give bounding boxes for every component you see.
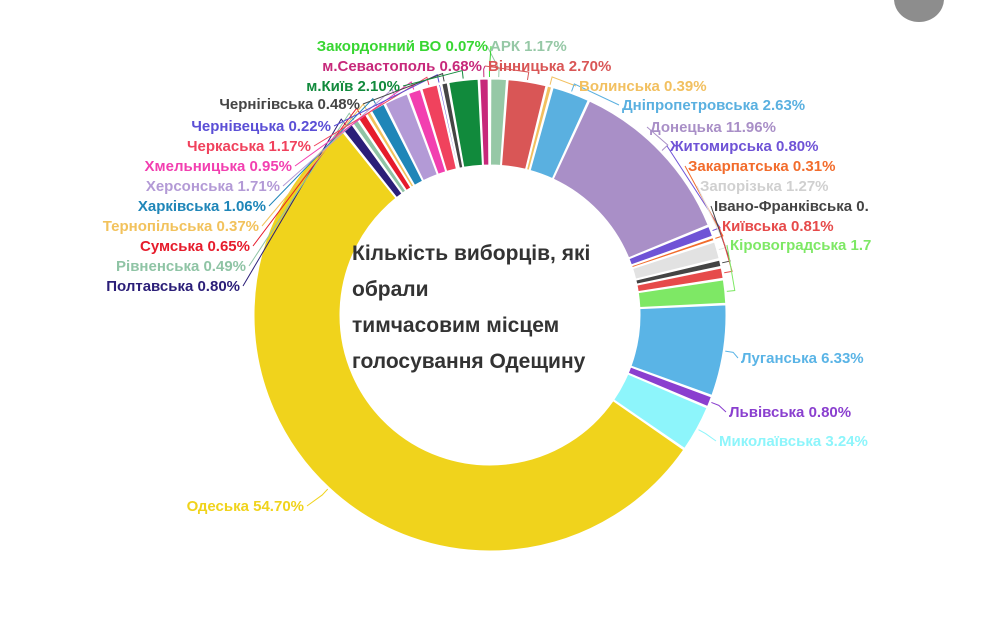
leader-line-черкаська [313, 76, 430, 147]
label-м-київ: м.Київ 2.10% [306, 78, 400, 95]
label-сумська: Сумська 0.65% [140, 238, 250, 255]
leader-line-вінницька [484, 65, 530, 81]
slice-закарпатська[interactable] [631, 236, 715, 269]
label-івано-франківська: Івано-Франківська 0. [714, 198, 869, 215]
label-дніпропетровська: Дніпропетровська 2.63% [622, 97, 805, 114]
label-херсонська: Херсонська 1.71% [146, 178, 280, 195]
leader-line-чернівецька [333, 73, 440, 127]
leader-line-м-севастополь [483, 65, 486, 78]
label-житомирська: Житомирська 0.80% [669, 138, 818, 155]
leader-line-львівська [711, 401, 727, 413]
slice-львівська[interactable] [627, 366, 712, 408]
slice-чернігівська[interactable] [441, 82, 464, 169]
label-харківська: Харківська 1.06% [138, 198, 266, 215]
label-тернопільська: Тернопільська 0.37% [103, 218, 259, 235]
label-київська: Київська 0.81% [722, 218, 834, 235]
leader-line-донецька [646, 126, 669, 151]
leader-line-чернігівська [362, 72, 445, 105]
leader-line-київська [718, 225, 733, 274]
slice-кіровоградська[interactable] [637, 279, 727, 309]
leader-line-м-київ [402, 69, 464, 87]
leader-line-закарпатська [684, 165, 724, 239]
label-запорізька: Запорізька 1.27% [700, 178, 829, 195]
slice-м-київ[interactable] [448, 78, 483, 168]
label-полтавська: Полтавська 0.80% [106, 278, 240, 295]
label-хмельницька: Хмельницька 0.95% [145, 158, 292, 175]
slice-волинська[interactable] [525, 85, 553, 171]
label-закордонний-во: Закордонний ВО 0.07% [317, 38, 488, 55]
label-вінницька: Вінницька 2.70% [488, 58, 611, 75]
slice-черкаська[interactable] [421, 84, 457, 173]
slice-київська[interactable] [636, 267, 724, 293]
label-миколаївська: Миколаївська 3.24% [719, 433, 868, 450]
chart-title-line-3: тимчасовим місцем [352, 314, 560, 337]
label-рівненська: Рівненська 0.49% [116, 258, 246, 275]
slice-полтавська[interactable] [342, 123, 403, 199]
label-львівська: Львівська 0.80% [729, 404, 851, 421]
label-арк: АРК 1.17% [490, 38, 567, 55]
leader-line-полтавська [242, 118, 347, 287]
label-м-севастополь: м.Севастополь 0.68% [322, 58, 482, 75]
leader-line-запорізька [696, 185, 728, 251]
slice-дніпропетровська[interactable] [529, 86, 589, 180]
leader-line-одеська [306, 488, 329, 507]
slice-запорізька[interactable] [632, 241, 720, 280]
slice-івано-франківська[interactable] [635, 259, 722, 285]
label-волинська: Волинська 0.39% [579, 78, 707, 95]
chart-title-line-1: Кількість виборців, які [352, 242, 591, 265]
slice-м-севастополь[interactable] [479, 78, 490, 166]
chart-title-line-4: голосування Одещину [352, 350, 586, 373]
leader-line-миколаївська [698, 429, 717, 442]
slice-вінницька[interactable] [500, 79, 547, 170]
slice-арк[interactable] [490, 78, 508, 166]
label-донецька: Донецька 11.96% [650, 119, 776, 136]
leader-line-харківська [268, 97, 378, 207]
leader-lines [242, 45, 739, 507]
label-закарпатська: Закарпатська 0.31% [688, 158, 835, 175]
leader-line-кіровоградська [726, 244, 736, 292]
label-чернігівська: Чернігівська 0.48% [219, 96, 360, 113]
slices [253, 78, 727, 552]
leader-line-дніпропетровська [571, 83, 620, 106]
slice-донецька[interactable] [552, 100, 709, 259]
chart-title: Кількість виборців, які обрали тимчасови… [352, 236, 642, 380]
slice-хмельницька[interactable] [407, 88, 447, 175]
label-луганська: Луганська 6.33% [741, 350, 864, 367]
leader-line-луганська [725, 350, 739, 359]
label-кіровоградська: Кіровоградська 1.7 [730, 237, 871, 254]
slice-херсонська[interactable] [384, 93, 438, 182]
slice-житомирська[interactable] [628, 225, 714, 266]
slice-чернівецька[interactable] [438, 83, 459, 170]
leader-line-арк [486, 45, 500, 78]
slice-labels: АРК 1.17% Вінницька 2.70% Волинська 0.39% Д… [103, 38, 872, 515]
leader-line-волинська [549, 76, 577, 87]
slice-миколаївська[interactable] [613, 373, 708, 450]
chart-title-line-2: обрали [352, 278, 429, 301]
label-черкаська: Черкаська 1.17% [187, 138, 311, 155]
label-одеська: Одеська 54.70% [187, 498, 304, 515]
slice-луганська[interactable] [630, 304, 727, 397]
menu-button[interactable] [894, 0, 944, 22]
leader-line-закордонний-во [488, 45, 492, 78]
label-чернівецька: Чернівецька 0.22% [191, 118, 331, 135]
